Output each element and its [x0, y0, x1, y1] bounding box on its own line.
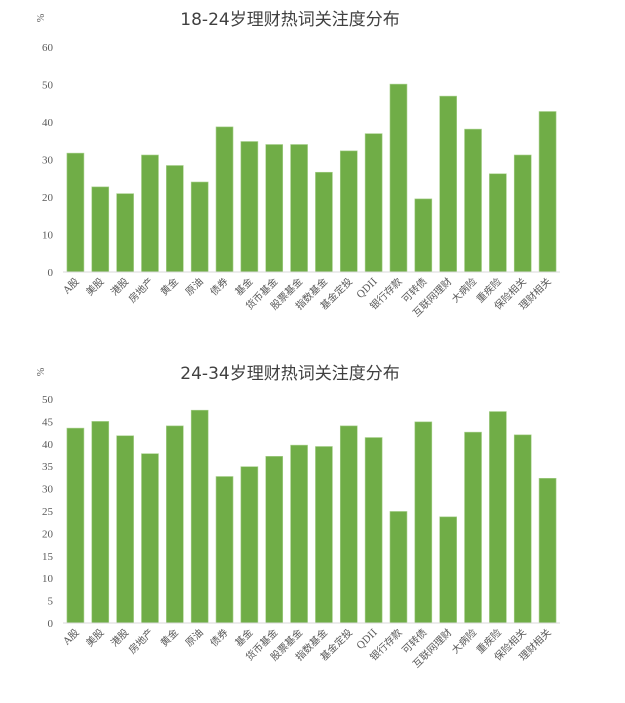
bar-黄金: [166, 425, 184, 624]
y-tick-label: 50: [42, 394, 54, 406]
bar-银行存款: [389, 83, 408, 273]
bar-股票基金: [290, 444, 308, 624]
bar-货币基金: [265, 456, 284, 624]
x-tick-label: 原油: [182, 626, 205, 649]
y-tick-label: 5: [48, 596, 54, 608]
x-tick-label: 港股: [109, 627, 132, 650]
y-tick-label: 20: [42, 192, 54, 204]
x-tick-label: 债券: [207, 626, 230, 649]
y-tick-label: 20: [42, 528, 54, 540]
bar-货币基金: [265, 144, 284, 273]
y-tick-label: 0: [48, 267, 54, 279]
bar-大病险: [464, 128, 482, 273]
y-tick-label: 15: [42, 551, 54, 563]
y-tick-label: 60: [42, 42, 54, 54]
x-tick-label: 港股: [109, 276, 132, 299]
x-tick-label: 基金: [232, 275, 255, 298]
bar-基金定投: [339, 150, 358, 273]
x-tick-label: 美股: [83, 626, 106, 649]
y-axis-unit: %: [36, 14, 47, 22]
bar-可转债: [414, 198, 433, 273]
bar-大病险: [464, 431, 482, 624]
bar-基金: [240, 141, 259, 273]
chart-title: 24-34岁理财热词关注度分布: [180, 364, 399, 384]
chart-title: 18-24岁理财热词关注度分布: [180, 10, 399, 30]
x-tick-label: 房地产: [126, 626, 156, 656]
y-tick-label: 25: [42, 506, 54, 518]
x-tick-label: 基金: [232, 626, 255, 649]
y-tick-label: 40: [42, 439, 54, 451]
bar-指数基金: [315, 446, 333, 624]
bar-债券: [215, 476, 234, 624]
x-tick-label: 大病险: [449, 275, 479, 305]
bar-美股: [91, 421, 110, 624]
bar-保险相关: [513, 154, 532, 273]
x-tick-label: A股: [60, 276, 81, 297]
y-axis-unit: %: [36, 368, 47, 376]
x-tick-label: 债券: [207, 275, 230, 298]
bar-基金: [240, 466, 259, 624]
x-tick-label: 原油: [182, 275, 205, 298]
bar-港股: [116, 193, 134, 273]
bar-美股: [91, 186, 110, 273]
bar-A股: [66, 427, 85, 624]
y-tick-label: 10: [42, 573, 54, 585]
bar-QDII: [364, 437, 383, 624]
bar-QDII: [364, 133, 383, 273]
y-tick-label: 35: [42, 461, 54, 473]
bar-指数基金: [315, 171, 333, 273]
bar-保险相关: [513, 434, 532, 624]
bar-银行存款: [389, 511, 408, 624]
bar-理财相关: [538, 477, 557, 624]
y-tick-label: 50: [42, 80, 54, 92]
y-tick-label: 45: [42, 416, 54, 428]
y-tick-label: 30: [42, 155, 54, 167]
x-tick-label: 黄金: [158, 626, 181, 649]
y-tick-label: 40: [42, 117, 54, 129]
y-tick-label: 10: [42, 230, 54, 242]
bar-港股: [116, 435, 134, 624]
x-tick-label: 美股: [83, 275, 106, 298]
bar-股票基金: [290, 144, 308, 273]
bar-互联网理财: [439, 516, 457, 624]
bar-理财相关: [538, 111, 557, 273]
bar-原油: [190, 409, 209, 624]
x-tick-label: 黄金: [158, 275, 181, 298]
bar-基金定投: [339, 425, 358, 624]
x-tick-label: A股: [60, 627, 81, 648]
bar-债券: [215, 126, 234, 273]
chart-24-34: 24-34岁理财热词关注度分布% 0 5 10 15 20 25 30 35 40 45 50 A股 美股…: [36, 364, 560, 670]
y-tick-label: 0: [48, 618, 54, 630]
bar-黄金: [166, 165, 184, 273]
x-tick-label: 大病险: [449, 626, 479, 656]
x-tick-label: 房地产: [126, 275, 156, 305]
bar-原油: [190, 181, 209, 273]
bar-互联网理财: [439, 95, 457, 273]
bar-重疾险: [489, 173, 507, 273]
bar-可转债: [414, 421, 433, 624]
bar-房地产: [141, 453, 159, 624]
bar-A股: [66, 152, 85, 273]
bar-房地产: [141, 154, 159, 273]
bar-重疾险: [489, 411, 507, 624]
y-tick-label: 30: [42, 484, 54, 496]
